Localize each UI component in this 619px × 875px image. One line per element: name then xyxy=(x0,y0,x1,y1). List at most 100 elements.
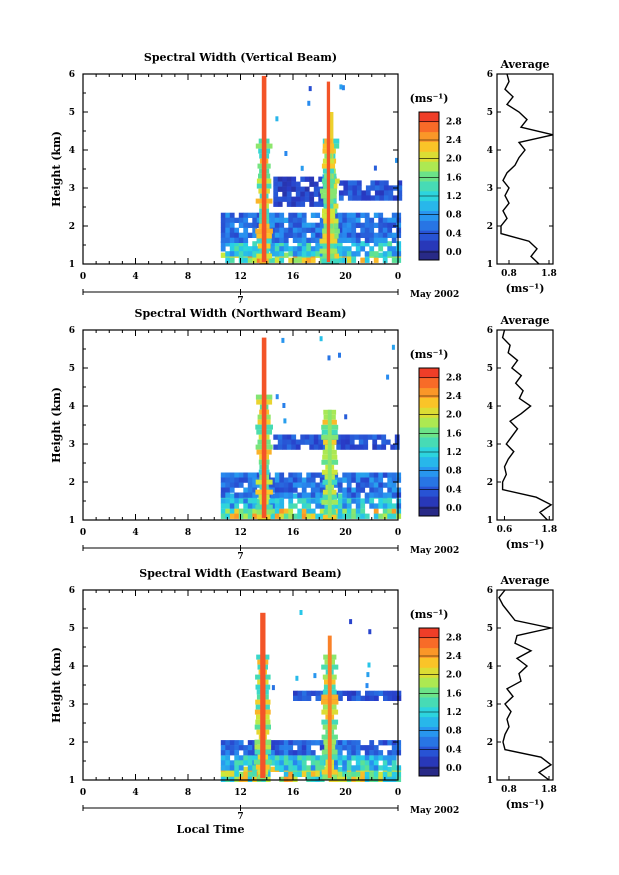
data-cell xyxy=(279,740,285,746)
data-cell xyxy=(369,740,375,746)
y-tick-label: 3 xyxy=(69,700,75,710)
data-cell xyxy=(270,222,276,228)
data-cell xyxy=(360,503,366,509)
colorbar-tick-label: 0.4 xyxy=(446,745,462,755)
data-cell xyxy=(358,439,364,445)
data-cell xyxy=(229,765,235,771)
data-cell xyxy=(225,251,231,257)
data-cell xyxy=(351,222,357,228)
data-cell xyxy=(297,482,303,488)
data-cell xyxy=(306,498,312,504)
colorbar-segment xyxy=(419,628,439,639)
average-title: Average xyxy=(499,58,549,71)
data-point xyxy=(349,619,353,625)
data-cell xyxy=(364,472,370,478)
data-cell xyxy=(282,186,288,192)
data-cell xyxy=(310,740,316,746)
data-cell xyxy=(234,241,240,247)
data-cell xyxy=(396,212,402,218)
date-day-label: 7 xyxy=(237,296,243,306)
data-cell xyxy=(378,482,384,488)
data-cell xyxy=(310,776,316,782)
data-cell xyxy=(378,212,384,218)
data-cell xyxy=(283,740,289,746)
data-cell xyxy=(301,771,307,777)
data-cell xyxy=(304,186,310,192)
data-cell xyxy=(315,492,321,498)
data-cell xyxy=(297,217,303,223)
data-cell xyxy=(319,217,325,223)
data-cell xyxy=(387,513,393,519)
data-cell xyxy=(220,477,226,483)
data-cell xyxy=(274,477,280,483)
data-cell xyxy=(373,482,379,488)
data-cell xyxy=(315,241,321,247)
data-cell xyxy=(247,745,253,751)
data-cell xyxy=(342,217,348,223)
data-cell xyxy=(346,227,352,233)
data-cell xyxy=(283,750,289,756)
colorbar-frame xyxy=(418,111,440,261)
data-point xyxy=(344,414,348,420)
data-cell xyxy=(220,508,226,514)
data-cell xyxy=(378,513,384,519)
data-cell xyxy=(356,180,362,186)
data-cell xyxy=(279,222,285,228)
data-cell xyxy=(292,222,298,228)
data-point xyxy=(307,100,311,106)
data-cell xyxy=(355,212,361,218)
data-cell xyxy=(270,760,276,766)
data-point xyxy=(368,629,372,635)
data-cell xyxy=(309,434,315,440)
y-tick-label: 1 xyxy=(69,516,75,526)
data-cell xyxy=(315,237,321,243)
data-cell xyxy=(391,482,397,488)
data-cell xyxy=(291,434,297,440)
data-cell xyxy=(310,482,316,488)
data-point xyxy=(341,85,345,91)
data-cell xyxy=(220,740,226,746)
data-cell xyxy=(382,508,388,514)
data-cell xyxy=(346,477,352,483)
data-cell xyxy=(274,246,280,252)
data-cell xyxy=(313,434,319,440)
data-cell xyxy=(373,212,379,218)
data-cell xyxy=(309,191,315,197)
data-cell xyxy=(252,492,258,498)
data-cell xyxy=(378,222,384,228)
data-cell xyxy=(243,472,249,478)
data-cell xyxy=(229,513,235,519)
data-cell xyxy=(369,477,375,483)
data-cell xyxy=(319,222,325,228)
data-cell xyxy=(364,251,370,257)
data-cell xyxy=(387,498,393,504)
data-cell xyxy=(337,257,343,263)
data-cell xyxy=(355,740,361,746)
data-cell xyxy=(252,232,258,238)
data-cell xyxy=(288,212,294,218)
data-cell xyxy=(297,222,303,228)
data-cell xyxy=(274,217,280,223)
data-cell xyxy=(277,434,283,440)
colorbar-unit-label: (ms⁻¹) xyxy=(410,348,449,361)
data-cell xyxy=(256,482,262,488)
data-cell xyxy=(345,434,351,440)
data-cell xyxy=(229,740,235,746)
data-cell xyxy=(346,513,352,519)
data-cell xyxy=(355,241,361,247)
data-cell xyxy=(279,232,285,238)
data-cell xyxy=(360,482,366,488)
data-cell xyxy=(306,222,312,228)
colorbar-tick-label: 1.6 xyxy=(446,429,462,439)
data-cell xyxy=(369,745,375,751)
data-cell xyxy=(318,201,324,207)
average-x-label: (ms⁻¹) xyxy=(506,798,545,811)
data-cell xyxy=(277,201,283,207)
data-cell xyxy=(279,217,285,223)
x-tick-label: 20 xyxy=(339,272,352,282)
data-cell xyxy=(333,482,339,488)
data-cell xyxy=(382,760,388,766)
data-cell xyxy=(369,771,375,777)
data-cell xyxy=(291,444,297,450)
data-cell xyxy=(256,246,262,252)
